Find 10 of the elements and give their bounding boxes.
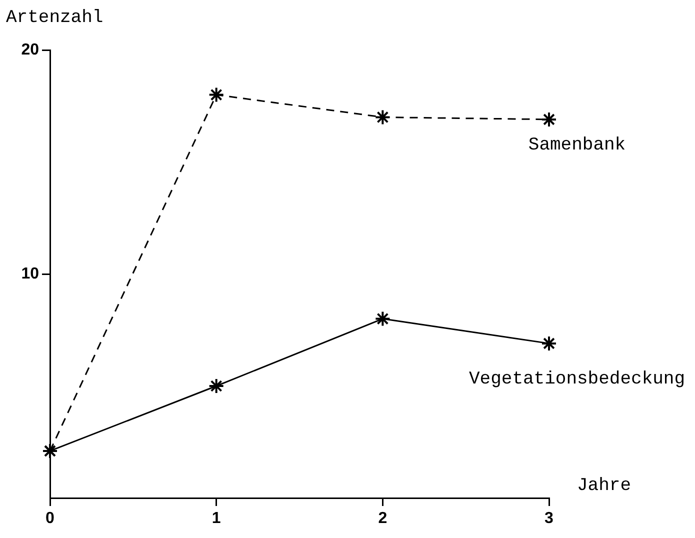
x-tick-label: 1 [212,510,221,528]
series-label: Samenbank [528,135,626,156]
x-axis-title: Jahre [577,476,632,496]
text: Vegetationsbedeckung [468,369,686,390]
x-tick-label: 2 [378,510,388,528]
y-tick-label: 20 [21,41,40,58]
x-tick-label: 0 [46,510,55,528]
y-tick-label: 10 [21,265,40,282]
y-axis-title: Artenzahl [6,8,104,28]
x-tick-label: 3 [544,510,554,528]
